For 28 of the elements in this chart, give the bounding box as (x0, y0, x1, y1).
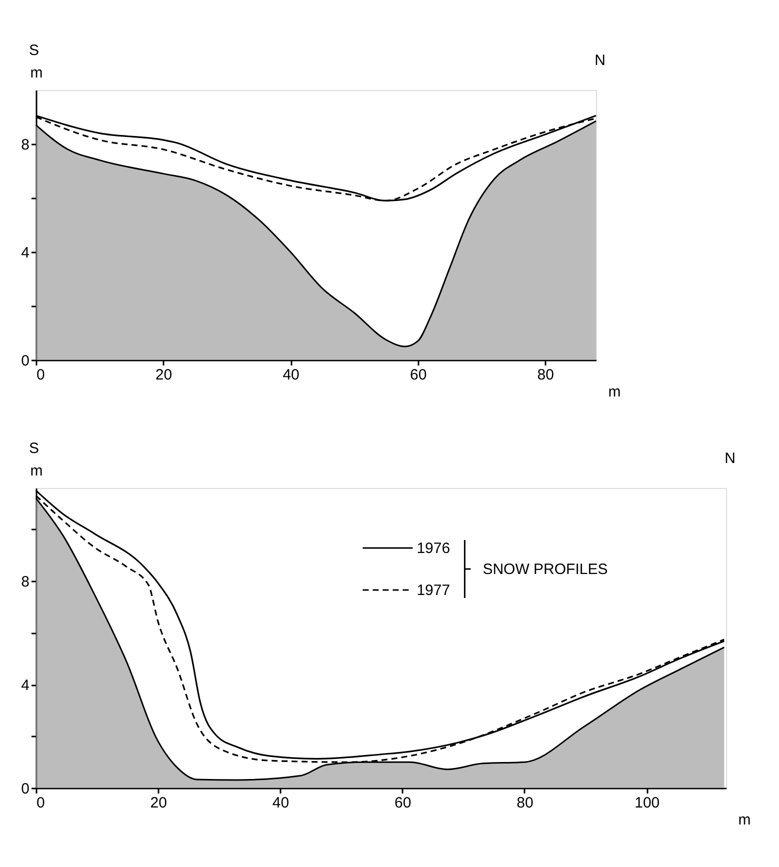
y-tick-label: 4 (21, 244, 30, 262)
x-tick-label: 60 (394, 794, 412, 812)
legend-label: 1977 (416, 582, 450, 599)
x-tick-label: 80 (516, 794, 534, 812)
x-tick-label: 100 (634, 794, 660, 812)
text: N (594, 52, 606, 69)
y-tick-label: 8 (21, 574, 30, 591)
x-tick-label: 40 (282, 366, 300, 384)
x-tick-label: 20 (155, 366, 172, 384)
legend-label: 1976 (416, 540, 450, 557)
x-tick-label: 80 (537, 366, 554, 384)
y-tick-label: 8 (21, 136, 30, 154)
y-tick-label: 4 (21, 677, 30, 694)
y-tick-label: 0 (21, 780, 30, 798)
legend-title: SNOW PROFILES (482, 561, 608, 578)
x-tick-label: 20 (150, 794, 167, 812)
x-axis-title: m (738, 812, 751, 828)
x-tick-label: 60 (410, 366, 427, 384)
y-tick-label: 0 (21, 352, 30, 370)
x-tick-label: 0 (36, 366, 45, 384)
text: N (724, 450, 736, 467)
y-axis-title: m (30, 462, 43, 480)
text: S (28, 440, 40, 457)
x-tick-label: 0 (36, 794, 45, 812)
x-tick-label: 40 (272, 794, 290, 812)
x-axis-title: m (608, 384, 621, 400)
y-axis-title: m (30, 64, 43, 82)
text: S (28, 42, 40, 59)
